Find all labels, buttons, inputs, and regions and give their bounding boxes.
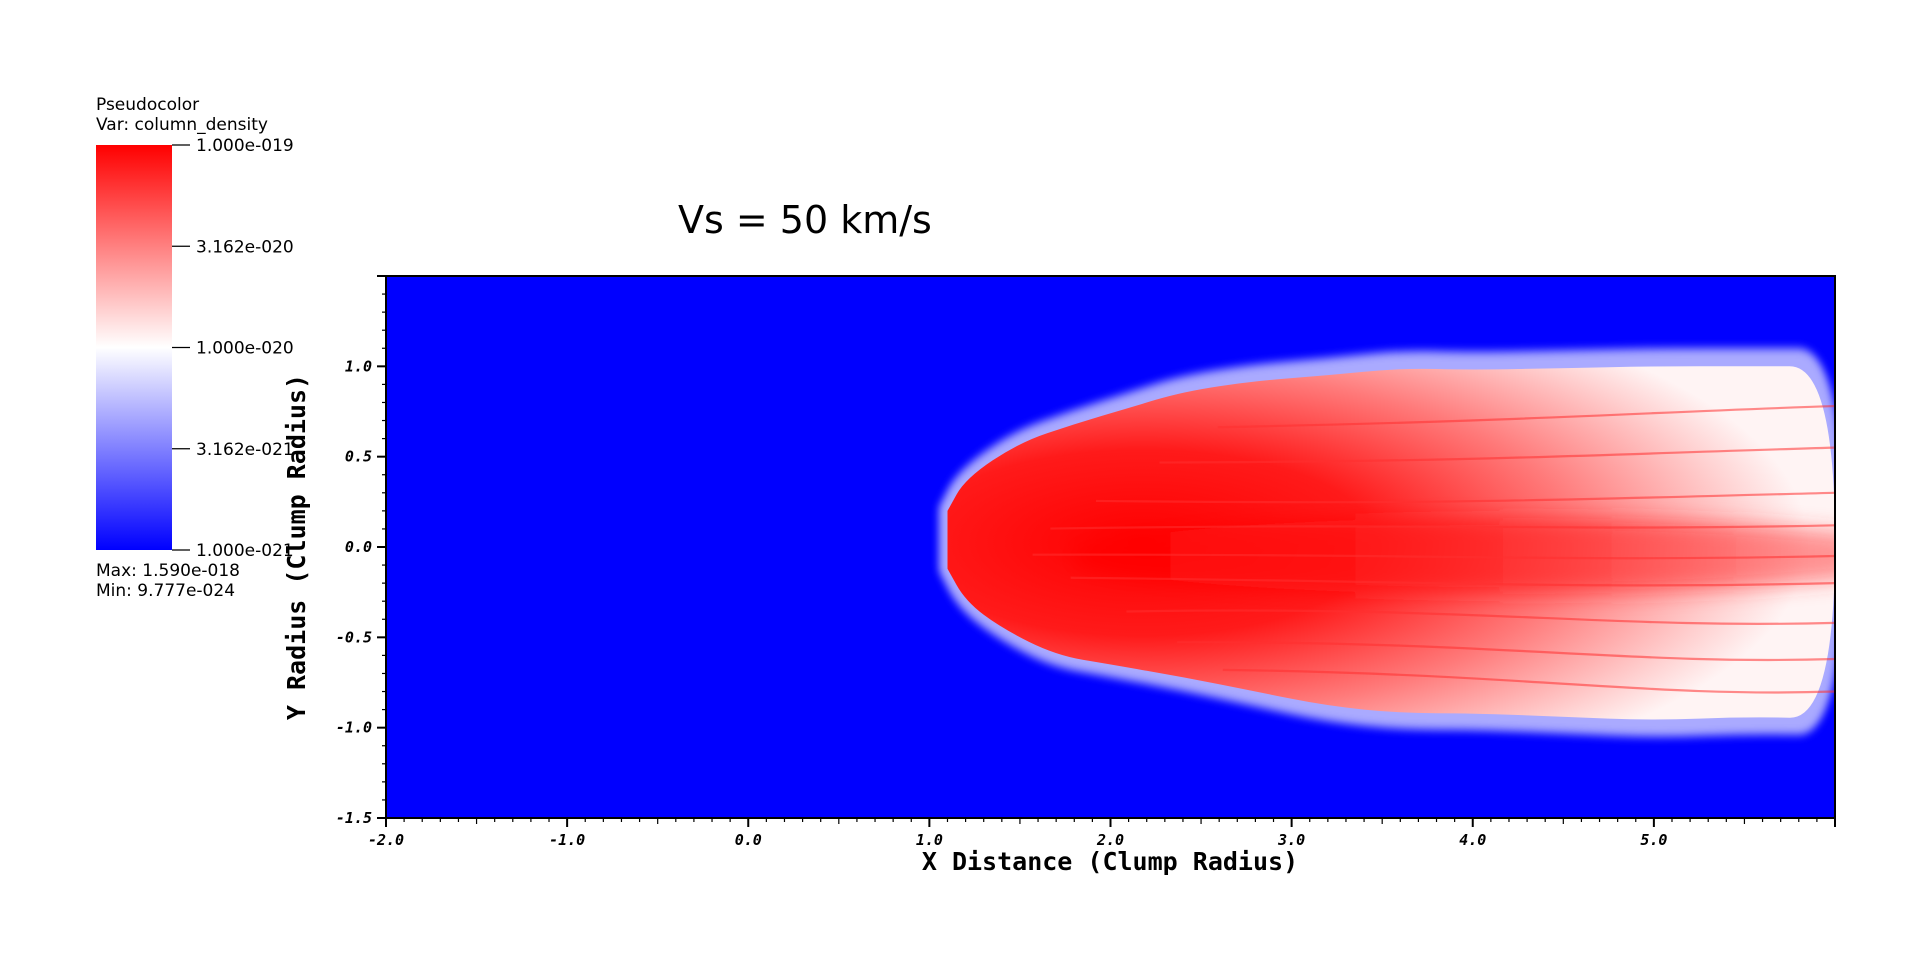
x-tick-label: 4.0 (1459, 831, 1486, 849)
filament (1070, 576, 1835, 587)
y-tick-label: 1.0 (345, 357, 372, 375)
legend-plot-type: Pseudocolor (96, 95, 200, 115)
filament (1126, 609, 1835, 625)
x-axis-label: X Distance (Clump Radius) (922, 847, 1298, 876)
chart-title: Vs = 50 km/s (678, 198, 932, 242)
y-tick-label: -0.5 (336, 628, 372, 646)
y-axis: -1.5 -1.0 -0.5 0.0 0.5 1.0 (336, 275, 386, 827)
x-tick-label: 2.0 (1096, 831, 1124, 849)
colorbar-label: 1.000e-019 (196, 136, 294, 156)
colorbar-ticks: 1.000e-019 3.162e-020 1.000e-020 3.162e-021… (172, 136, 294, 561)
y-tick-label: 0.0 (345, 538, 372, 556)
y-axis-label: Y Radius (Clump Radius) (282, 374, 311, 720)
colorbar-label: 3.162e-021 (196, 440, 294, 460)
y-tick-label: -1.0 (336, 719, 372, 737)
filament (1050, 524, 1835, 530)
filament (1095, 491, 1835, 504)
x-tick-label: 3.0 (1277, 831, 1305, 849)
x-tick-label: 5.0 (1640, 831, 1667, 849)
colorbar (96, 145, 172, 550)
colorbar-label: 1.000e-021 (196, 541, 294, 561)
x-tick-label: -2.0 (368, 831, 404, 849)
y-tick-label: 0.5 (345, 448, 372, 466)
filament (1217, 404, 1835, 429)
filament (1159, 446, 1835, 464)
x-axis: -2.0 -1.0 0.0 1.0 2.0 3.0 4.0 5.0 (368, 818, 1836, 849)
colorbar-label: 1.000e-020 (196, 339, 294, 359)
filament (1222, 668, 1835, 694)
filaments (1032, 404, 1835, 694)
legend-max: Max: 1.590e-018 (96, 561, 240, 581)
filament (1177, 641, 1835, 662)
filament (1032, 553, 1835, 560)
x-tick-label: 0.0 (735, 831, 762, 849)
legend-variable: Var: column_density (96, 115, 268, 135)
y-tick-label: -1.5 (336, 809, 372, 827)
x-tick-label: 1.0 (916, 831, 943, 849)
colorbar-label: 3.162e-020 (196, 237, 294, 257)
legend-min: Min: 9.777e-024 (96, 581, 236, 601)
x-tick-label: -1.0 (549, 831, 585, 849)
